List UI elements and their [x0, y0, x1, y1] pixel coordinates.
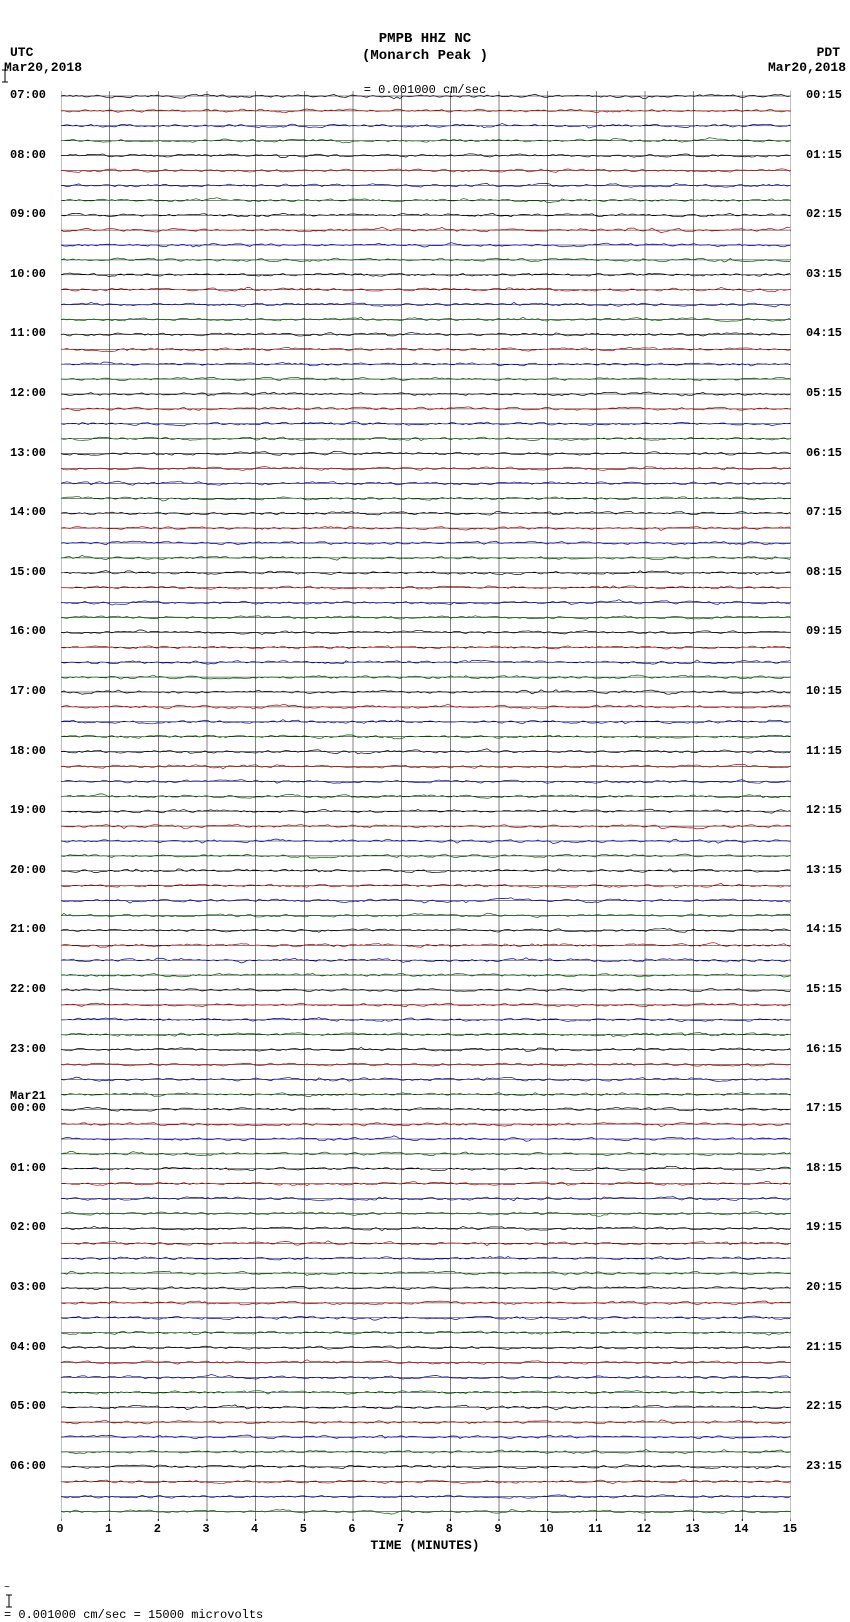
plot-area	[60, 90, 792, 1522]
utc-hour-label: 18:00	[10, 744, 46, 758]
x-tick-label: 15	[783, 1522, 797, 1536]
footer-scale-text: = 0.001000 cm/sec = 15000 microvolts	[4, 1608, 263, 1622]
pdt-hour-label: 18:15	[806, 1161, 842, 1175]
utc-hour-label: 16:00	[10, 624, 46, 638]
utc-hour-label: 00:00	[10, 1101, 46, 1115]
pdt-hour-label: 02:15	[806, 207, 842, 221]
utc-date: Mar20,2018	[4, 60, 82, 75]
pdt-hour-label: 21:15	[806, 1340, 842, 1354]
x-tick-label: 7	[397, 1522, 404, 1536]
utc-hour-label: 09:00	[10, 207, 46, 221]
pdt-hour-label: 01:15	[806, 148, 842, 162]
pdt-hour-label: 20:15	[806, 1280, 842, 1294]
utc-hour-label: 17:00	[10, 684, 46, 698]
x-tick-label: 9	[494, 1522, 501, 1536]
utc-hour-label: 03:00	[10, 1280, 46, 1294]
station-code: PMPB HHZ NC	[0, 30, 850, 48]
x-tick-label: 2	[154, 1522, 161, 1536]
pdt-hour-label: 09:15	[806, 624, 842, 638]
utc-hour-label: 01:00	[10, 1161, 46, 1175]
utc-hour-label: 15:00	[10, 565, 46, 579]
pdt-hour-label: 11:15	[806, 744, 842, 758]
pdt-date: Mar20,2018	[768, 60, 846, 75]
pdt-hour-label: 23:15	[806, 1459, 842, 1473]
x-tick-label: 14	[734, 1522, 748, 1536]
pdt-hour-label: 07:15	[806, 505, 842, 519]
utc-hour-label: 19:00	[10, 803, 46, 817]
pdt-hour-label: 08:15	[806, 565, 842, 579]
utc-hour-label: 05:00	[10, 1399, 46, 1413]
utc-hour-label: 11:00	[10, 326, 46, 340]
x-tick-label: 10	[539, 1522, 553, 1536]
pdt-hour-label: 22:15	[806, 1399, 842, 1413]
x-tick-label: 3	[202, 1522, 209, 1536]
utc-hour-label: 10:00	[10, 267, 46, 281]
utc-hour-label: 12:00	[10, 386, 46, 400]
utc-hour-label: 21:00	[10, 922, 46, 936]
x-tick-label: 0	[56, 1522, 63, 1536]
x-tick-label: 13	[685, 1522, 699, 1536]
pdt-hour-label: 04:15	[806, 326, 842, 340]
utc-label: UTC	[10, 45, 33, 60]
pdt-hour-label: 06:15	[806, 446, 842, 460]
pdt-hour-label: 12:15	[806, 803, 842, 817]
utc-hour-label: 23:00	[10, 1042, 46, 1056]
pdt-hour-label: 10:15	[806, 684, 842, 698]
pdt-hour-label: 19:15	[806, 1220, 842, 1234]
pdt-hour-label: 03:15	[806, 267, 842, 281]
x-tick-label: 6	[348, 1522, 355, 1536]
x-tick-label: 1	[105, 1522, 112, 1536]
utc-hour-label: 08:00	[10, 148, 46, 162]
utc-hour-label: 04:00	[10, 1340, 46, 1354]
pdt-hour-label: 05:15	[806, 386, 842, 400]
seismogram-svg	[61, 91, 791, 1521]
x-axis: 0123456789101112131415 TIME (MINUTES)	[60, 1520, 790, 1560]
utc-hour-label: 02:00	[10, 1220, 46, 1234]
utc-hour-label: 13:00	[10, 446, 46, 460]
x-tick-label: 12	[637, 1522, 651, 1536]
pdt-hour-label: 17:15	[806, 1101, 842, 1115]
utc-hour-label: 14:00	[10, 505, 46, 519]
station-name: (Monarch Peak )	[0, 48, 850, 64]
header: PMPB HHZ NC (Monarch Peak ) = 0.001000 c…	[0, 30, 850, 97]
x-tick-label: 5	[300, 1522, 307, 1536]
pdt-hour-label: 14:15	[806, 922, 842, 936]
pdt-label: PDT	[817, 45, 840, 60]
utc-hour-label: 06:00	[10, 1459, 46, 1473]
x-tick-label: 4	[251, 1522, 258, 1536]
x-axis-label: TIME (MINUTES)	[370, 1538, 479, 1553]
utc-hour-label: 22:00	[10, 982, 46, 996]
utc-hour-label: 07:00	[10, 88, 46, 102]
x-tick-label: 11	[588, 1522, 602, 1536]
pdt-hour-label: 15:15	[806, 982, 842, 996]
pdt-hour-label: 00:15	[806, 88, 842, 102]
pdt-hour-label: 13:15	[806, 863, 842, 877]
utc-hour-label: 20:00	[10, 863, 46, 877]
x-tick-label: 8	[446, 1522, 453, 1536]
seismogram-container: PMPB HHZ NC (Monarch Peak ) = 0.001000 c…	[0, 0, 850, 1613]
pdt-hour-label: 16:15	[806, 1042, 842, 1056]
footer-scale: ~ = 0.001000 cm/sec = 15000 microvolts	[4, 1580, 263, 1622]
